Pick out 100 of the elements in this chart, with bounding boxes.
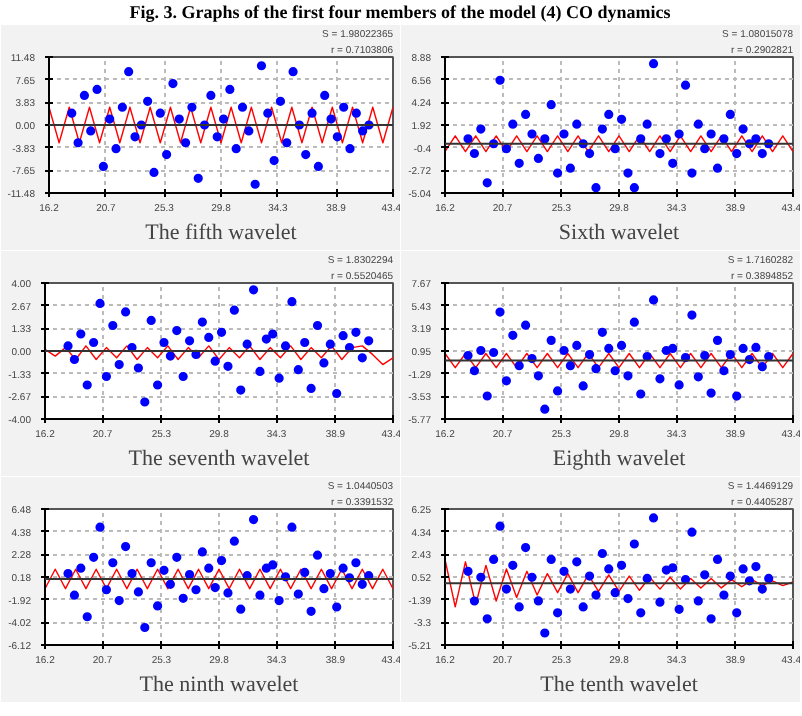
point bbox=[584, 571, 595, 581]
point bbox=[552, 168, 563, 178]
point bbox=[229, 305, 239, 315]
point bbox=[591, 183, 601, 193]
point bbox=[191, 585, 201, 595]
point bbox=[610, 588, 620, 598]
point bbox=[732, 391, 742, 401]
point bbox=[719, 590, 729, 600]
point bbox=[623, 168, 633, 178]
point bbox=[636, 608, 646, 618]
point bbox=[469, 148, 480, 159]
point bbox=[95, 298, 105, 308]
point bbox=[521, 542, 531, 553]
point bbox=[261, 334, 271, 344]
point bbox=[738, 564, 748, 574]
point bbox=[248, 285, 259, 295]
point bbox=[687, 168, 697, 178]
point bbox=[565, 163, 575, 173]
point bbox=[210, 582, 220, 593]
point bbox=[184, 336, 195, 346]
point bbox=[572, 557, 582, 567]
point bbox=[463, 134, 473, 144]
point bbox=[489, 554, 499, 565]
point bbox=[152, 601, 163, 611]
point bbox=[719, 134, 729, 144]
point bbox=[712, 163, 723, 173]
point bbox=[287, 522, 297, 532]
point bbox=[63, 568, 73, 579]
point bbox=[250, 179, 260, 189]
point bbox=[332, 132, 342, 142]
point bbox=[712, 335, 723, 345]
point bbox=[757, 362, 767, 372]
point bbox=[223, 361, 233, 371]
point bbox=[700, 350, 710, 361]
point bbox=[282, 138, 292, 148]
point bbox=[338, 563, 348, 573]
point bbox=[469, 596, 480, 606]
point bbox=[172, 552, 182, 562]
point bbox=[268, 329, 278, 339]
point bbox=[174, 114, 184, 124]
point bbox=[76, 329, 86, 339]
point bbox=[463, 566, 473, 576]
point bbox=[693, 372, 703, 382]
point bbox=[687, 527, 697, 537]
point bbox=[597, 124, 607, 134]
point bbox=[604, 343, 614, 354]
point bbox=[275, 96, 286, 106]
point bbox=[248, 514, 259, 525]
point bbox=[706, 388, 716, 398]
point bbox=[629, 183, 639, 193]
point bbox=[306, 383, 316, 393]
point bbox=[732, 148, 742, 159]
point bbox=[162, 150, 172, 160]
point bbox=[693, 119, 703, 129]
point bbox=[344, 343, 355, 353]
point bbox=[357, 579, 367, 589]
point bbox=[326, 114, 336, 124]
point bbox=[197, 547, 207, 557]
point bbox=[242, 339, 252, 349]
point bbox=[623, 594, 633, 604]
point bbox=[229, 536, 239, 546]
point bbox=[604, 109, 614, 120]
point bbox=[655, 374, 665, 384]
point bbox=[274, 595, 284, 606]
point bbox=[165, 351, 175, 361]
point bbox=[533, 153, 543, 164]
point bbox=[764, 573, 774, 584]
point bbox=[319, 584, 329, 594]
point bbox=[92, 84, 102, 95]
point bbox=[244, 126, 254, 136]
point bbox=[159, 565, 169, 575]
point bbox=[165, 579, 175, 589]
point bbox=[584, 148, 595, 159]
point bbox=[288, 67, 298, 77]
point bbox=[146, 558, 156, 568]
point bbox=[680, 80, 691, 90]
point bbox=[521, 109, 531, 120]
point bbox=[79, 90, 90, 100]
point bbox=[482, 391, 492, 401]
point bbox=[482, 614, 492, 624]
point bbox=[540, 628, 550, 638]
point bbox=[572, 340, 582, 351]
point bbox=[591, 590, 601, 600]
point bbox=[111, 144, 121, 154]
point bbox=[287, 297, 297, 307]
point bbox=[476, 572, 486, 582]
point bbox=[476, 345, 486, 356]
point bbox=[204, 332, 214, 342]
point bbox=[533, 371, 543, 381]
point bbox=[143, 96, 153, 106]
point bbox=[559, 345, 569, 356]
point bbox=[648, 59, 659, 69]
point bbox=[63, 341, 73, 351]
point bbox=[508, 560, 518, 570]
point bbox=[67, 108, 77, 118]
point bbox=[610, 144, 620, 154]
point bbox=[69, 590, 80, 600]
point bbox=[180, 138, 191, 148]
point bbox=[108, 558, 118, 568]
point bbox=[674, 129, 684, 139]
